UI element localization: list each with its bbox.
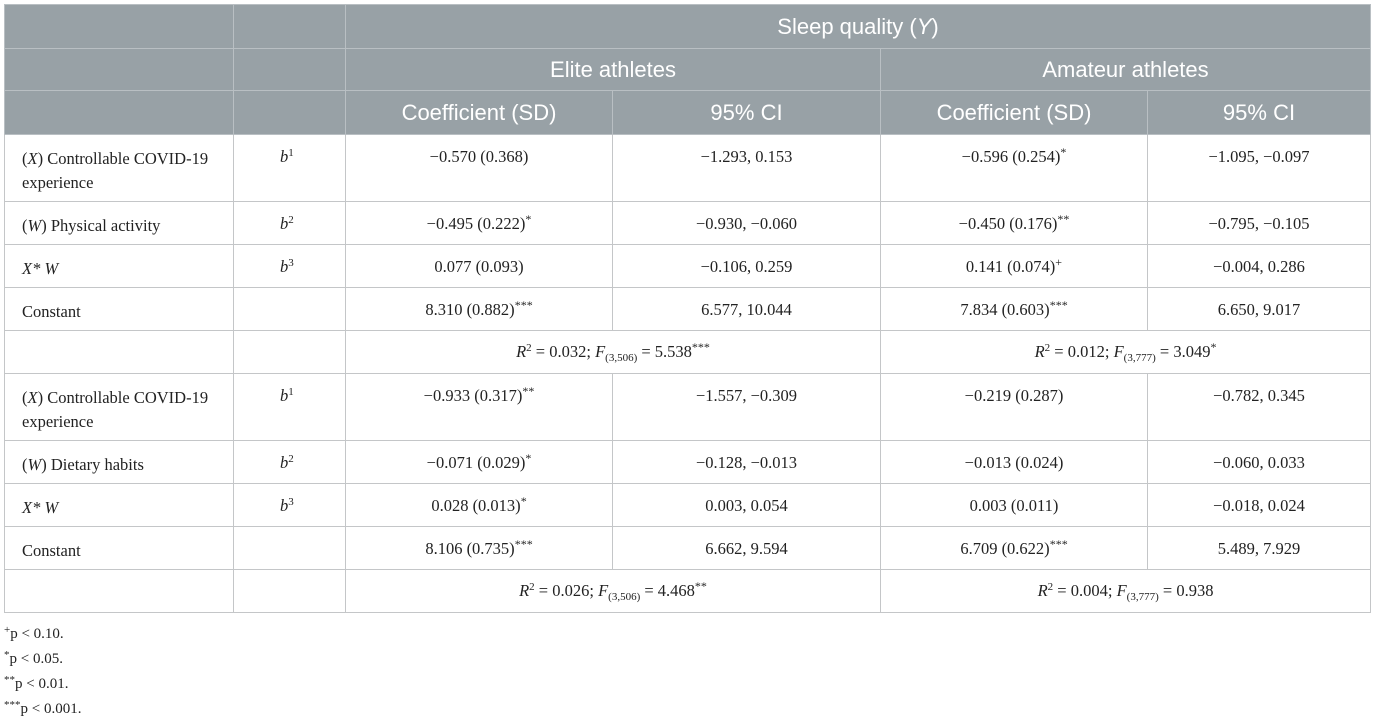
header-blank xyxy=(4,4,234,49)
regression-table: Sleep quality (Y) Elite athletes Amateur… xyxy=(4,4,1372,613)
table-row: (X) Controllable COVID-19 experience b1 … xyxy=(4,134,1372,202)
elite-coefficient: 0.077 (0.093) xyxy=(345,244,613,288)
footnote: **p < 0.01. xyxy=(4,674,69,693)
elite-coefficient: −0.071 (0.029)* xyxy=(345,440,613,484)
elite-ci: 6.662, 9.594 xyxy=(612,526,881,570)
elite-model-fit: R2 = 0.032; F(3,506) = 5.538*** xyxy=(345,330,881,374)
row-label: X* W xyxy=(4,244,234,288)
path-symbol: b2 xyxy=(233,201,346,245)
elite-ci: −1.293, 0.153 xyxy=(612,134,881,202)
header-blank xyxy=(4,90,234,135)
elite-ci: 6.577, 10.044 xyxy=(612,287,881,331)
amateur-ci: −0.004, 0.286 xyxy=(1146,244,1372,288)
path-symbol xyxy=(233,526,346,570)
table-row: (X) Controllable COVID-19 experience b1 … xyxy=(4,373,1372,441)
amateur-coefficient: 6.709 (0.622)*** xyxy=(880,526,1148,570)
table-body: (X) Controllable COVID-19 experience b1 … xyxy=(4,134,1372,613)
amateur-ci: −0.060, 0.033 xyxy=(1146,440,1372,484)
table-row: Constant 8.106 (0.735)*** 6.662, 9.594 6… xyxy=(4,526,1372,570)
amateur-ci: −1.095, −0.097 xyxy=(1146,134,1372,202)
row-label xyxy=(4,569,234,613)
row-label: (X) Controllable COVID-19 experience xyxy=(4,373,234,441)
table-row: (W) Physical activity b2 −0.495 (0.222)*… xyxy=(4,201,1372,245)
elite-coefficient: 8.310 (0.882)*** xyxy=(345,287,613,331)
table-row: X* W b3 0.077 (0.093) −0.106, 0.259 0.14… xyxy=(4,244,1372,288)
header-outcome: Sleep quality (Y) xyxy=(344,4,1372,49)
row-label: (X) Controllable COVID-19 experience xyxy=(4,134,234,202)
amateur-ci: −0.795, −0.105 xyxy=(1146,201,1372,245)
row-label: X* W xyxy=(4,483,234,527)
amateur-coefficient: 0.003 (0.011) xyxy=(880,483,1148,527)
table-footnotes: +p < 0.10. *p < 0.05. **p < 0.01. ***p <… xyxy=(4,622,81,722)
amateur-coefficient: 7.834 (0.603)*** xyxy=(880,287,1148,331)
elite-coefficient: 0.028 (0.013)* xyxy=(345,483,613,527)
amateur-ci: −0.782, 0.345 xyxy=(1146,373,1372,441)
header-elite-ci: 95% CI xyxy=(612,90,881,135)
path-symbol xyxy=(233,569,346,613)
elite-coefficient: −0.495 (0.222)* xyxy=(345,201,613,245)
header-blank xyxy=(233,48,346,91)
row-label: Constant xyxy=(4,526,234,570)
header-elite: Elite athletes xyxy=(345,48,881,91)
elite-ci: −0.128, −0.013 xyxy=(612,440,881,484)
footnote: ***p < 0.001. xyxy=(4,699,82,718)
footnote: +p < 0.10. xyxy=(4,624,64,643)
table-row: X* W b3 0.028 (0.013)* 0.003, 0.054 0.00… xyxy=(4,483,1372,527)
elite-coefficient: −0.933 (0.317)** xyxy=(345,373,613,441)
header-amateur-coef: Coefficient (SD) xyxy=(880,90,1148,135)
header-blank xyxy=(4,48,234,91)
path-symbol: b3 xyxy=(233,244,346,288)
path-symbol: b1 xyxy=(233,134,346,202)
path-symbol xyxy=(233,287,346,331)
amateur-coefficient: −0.450 (0.176)** xyxy=(880,201,1148,245)
header-amateur-ci: 95% CI xyxy=(1146,90,1372,135)
amateur-coefficient: −0.596 (0.254)* xyxy=(880,134,1148,202)
elite-coefficient: −0.570 (0.368) xyxy=(345,134,613,202)
table-row: Constant 8.310 (0.882)*** 6.577, 10.044 … xyxy=(4,287,1372,331)
amateur-ci: 6.650, 9.017 xyxy=(1146,287,1372,331)
header-blank xyxy=(233,4,346,49)
path-symbol: b2 xyxy=(233,440,346,484)
elite-ci: −0.930, −0.060 xyxy=(612,201,881,245)
amateur-model-fit: R2 = 0.004; F(3,777) = 0.938 xyxy=(879,569,1372,613)
model-fit-row: R2 = 0.026; F(3,506) = 4.468** R2 = 0.00… xyxy=(4,569,1372,613)
table-row: (W) Dietary habits b2 −0.071 (0.029)* −0… xyxy=(4,440,1372,484)
header-blank xyxy=(233,90,346,135)
amateur-coefficient: −0.219 (0.287) xyxy=(880,373,1148,441)
path-symbol xyxy=(233,330,346,374)
elite-ci: −1.557, −0.309 xyxy=(612,373,881,441)
path-symbol: b1 xyxy=(233,373,346,441)
footnote: *p < 0.05. xyxy=(4,649,63,668)
amateur-coefficient: 0.141 (0.074)+ xyxy=(880,244,1148,288)
table-header: Sleep quality (Y) Elite athletes Amateur… xyxy=(4,4,1372,135)
row-label: (W) Dietary habits xyxy=(4,440,234,484)
elite-ci: −0.106, 0.259 xyxy=(612,244,881,288)
model-fit-row: R2 = 0.032; F(3,506) = 5.538*** R2 = 0.0… xyxy=(4,330,1372,374)
row-label: Constant xyxy=(4,287,234,331)
path-symbol: b3 xyxy=(233,483,346,527)
amateur-model-fit: R2 = 0.012; F(3,777) = 3.049* xyxy=(879,330,1372,374)
header-elite-coef: Coefficient (SD) xyxy=(345,90,613,135)
row-label xyxy=(4,330,234,374)
amateur-ci: −0.018, 0.024 xyxy=(1146,483,1372,527)
amateur-ci: 5.489, 7.929 xyxy=(1146,526,1372,570)
header-amateur: Amateur athletes xyxy=(879,48,1372,91)
row-label: (W) Physical activity xyxy=(4,201,234,245)
elite-coefficient: 8.106 (0.735)*** xyxy=(345,526,613,570)
amateur-coefficient: −0.013 (0.024) xyxy=(880,440,1148,484)
elite-ci: 0.003, 0.054 xyxy=(612,483,881,527)
elite-model-fit: R2 = 0.026; F(3,506) = 4.468** xyxy=(345,569,881,613)
